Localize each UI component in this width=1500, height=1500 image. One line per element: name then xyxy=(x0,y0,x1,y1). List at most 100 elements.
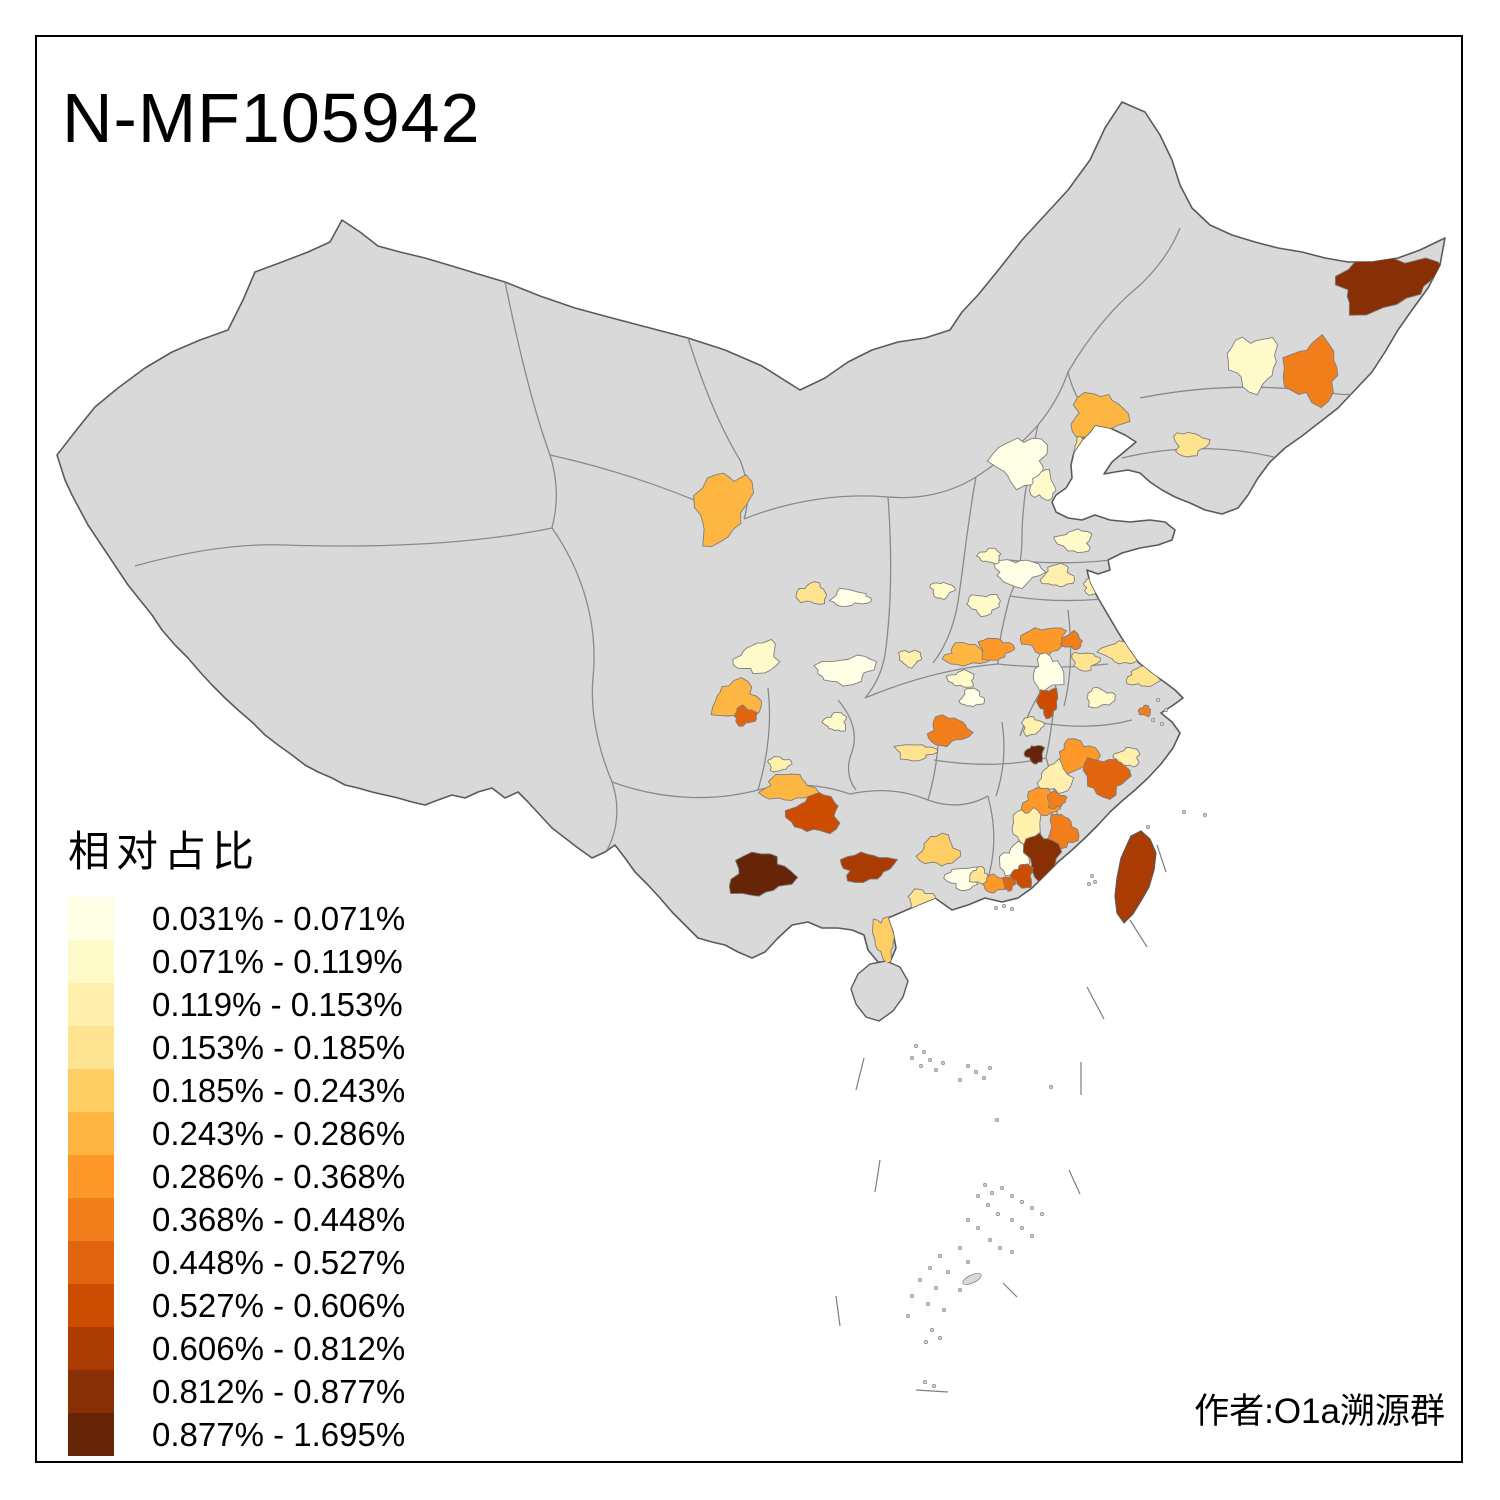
island-dot xyxy=(957,1246,962,1251)
plot-frame xyxy=(35,35,1463,1463)
island-dot xyxy=(975,1226,980,1231)
province-border xyxy=(1063,609,1072,707)
island-dot xyxy=(1030,1234,1035,1239)
legend-range-label: 0.185% - 0.243% xyxy=(152,1071,406,1109)
legend-item: 0.527% - 0.606% xyxy=(68,1284,405,1327)
sea-boundary-dash xyxy=(1068,1169,1081,1195)
map-region xyxy=(1039,562,1075,588)
island-dot xyxy=(957,1078,962,1083)
map-region xyxy=(926,714,974,748)
map-region xyxy=(813,654,878,687)
legend-color-swatch xyxy=(68,1370,114,1413)
island-dot xyxy=(909,1294,914,1299)
legend-item: 0.448% - 0.527% xyxy=(68,1241,405,1284)
island-dot xyxy=(1182,809,1187,814)
legend-item: 0.071% - 0.119% xyxy=(68,940,405,983)
island-dot xyxy=(909,1056,914,1061)
map-region xyxy=(1035,687,1059,720)
island-dot xyxy=(1090,873,1095,878)
legend-color-swatch xyxy=(68,1413,114,1456)
map-region xyxy=(893,744,939,762)
legend-color-swatch xyxy=(68,1112,114,1155)
island-dot xyxy=(1019,1226,1024,1231)
map-region xyxy=(828,587,873,607)
map-region xyxy=(693,472,754,548)
legend-range-label: 0.153% - 0.185% xyxy=(152,1028,406,1066)
island-dot xyxy=(975,1194,980,1199)
sea-boundary-dash xyxy=(1129,919,1148,948)
island-dot xyxy=(985,1203,990,1208)
island-dot xyxy=(1040,1212,1045,1217)
province-border xyxy=(134,527,553,567)
province-border xyxy=(864,663,999,699)
legend-item: 0.031% - 0.071% xyxy=(68,897,405,940)
island-dot xyxy=(933,1286,938,1291)
legend-item: 0.812% - 0.877% xyxy=(68,1370,405,1413)
island-dot xyxy=(981,1076,986,1081)
legend-range-label: 0.448% - 0.527% xyxy=(152,1243,406,1281)
map-region xyxy=(784,790,841,835)
map-region xyxy=(1226,336,1279,396)
map-region xyxy=(821,711,847,732)
island-dot xyxy=(1160,721,1165,726)
island-dot xyxy=(993,905,998,910)
island-dot xyxy=(1087,881,1092,886)
legend-rows: 0.031% - 0.071% 0.071% - 0.119% 0.119% - 0… xyxy=(68,897,405,1456)
sea-boundary-dash xyxy=(855,1057,865,1091)
island-dot xyxy=(933,1068,938,1073)
legend-color-swatch xyxy=(68,1241,114,1284)
island-dot xyxy=(1009,1250,1014,1255)
map-region xyxy=(757,773,820,801)
island-dot xyxy=(931,1384,936,1389)
map-region xyxy=(1029,468,1057,501)
island-dot xyxy=(965,1260,970,1265)
legend-range-label: 0.071% - 0.119% xyxy=(152,942,403,980)
sea-boundary-dash xyxy=(1002,1282,1018,1298)
map-region xyxy=(839,851,899,884)
island-dot xyxy=(941,1308,946,1313)
legend-range-label: 0.368% - 0.448% xyxy=(152,1200,406,1238)
island-dot xyxy=(1049,1085,1054,1090)
island-dot xyxy=(965,1064,970,1069)
map-region xyxy=(915,832,962,867)
map-region xyxy=(728,851,799,897)
island-dot xyxy=(937,1254,942,1259)
map-region xyxy=(1020,716,1045,737)
sea-boundary-dash xyxy=(1156,844,1167,873)
island-dot xyxy=(1001,903,1006,908)
island-dot xyxy=(989,1191,994,1196)
map-region xyxy=(1173,431,1211,458)
legend-color-swatch xyxy=(68,1327,114,1370)
legend-item: 0.243% - 0.286% xyxy=(68,1112,405,1155)
sea-boundary-dash xyxy=(835,1295,841,1327)
map-region xyxy=(1009,863,1034,889)
island-dot xyxy=(999,1186,1004,1191)
sea-boundary-dash xyxy=(1086,986,1105,1020)
map-region xyxy=(1086,686,1116,709)
island-dot xyxy=(1146,824,1151,829)
island-dot xyxy=(927,1266,932,1271)
province-border xyxy=(743,371,1069,520)
map-region xyxy=(945,669,975,688)
island-dot xyxy=(995,1212,1000,1217)
island-dot xyxy=(997,1246,1002,1251)
map-region xyxy=(767,756,793,773)
map-region xyxy=(795,581,827,605)
island-dot xyxy=(917,1278,922,1283)
island-dot xyxy=(965,1218,970,1223)
map-region xyxy=(1053,528,1093,554)
island-dot xyxy=(918,1064,923,1069)
map-region xyxy=(966,594,1002,618)
map-region xyxy=(958,687,986,708)
legend-color-swatch xyxy=(68,1284,114,1327)
province-border xyxy=(837,699,857,791)
author-credit: 作者:O1a溯源群 xyxy=(1194,1392,1445,1431)
legend-color-swatch xyxy=(68,1198,114,1241)
island-dot xyxy=(1156,697,1161,702)
map-region xyxy=(1282,333,1339,409)
map-region xyxy=(1046,813,1080,850)
island-dot xyxy=(1164,707,1169,712)
map-title: N-MF105942 xyxy=(62,79,481,157)
island-dot xyxy=(922,1380,927,1385)
